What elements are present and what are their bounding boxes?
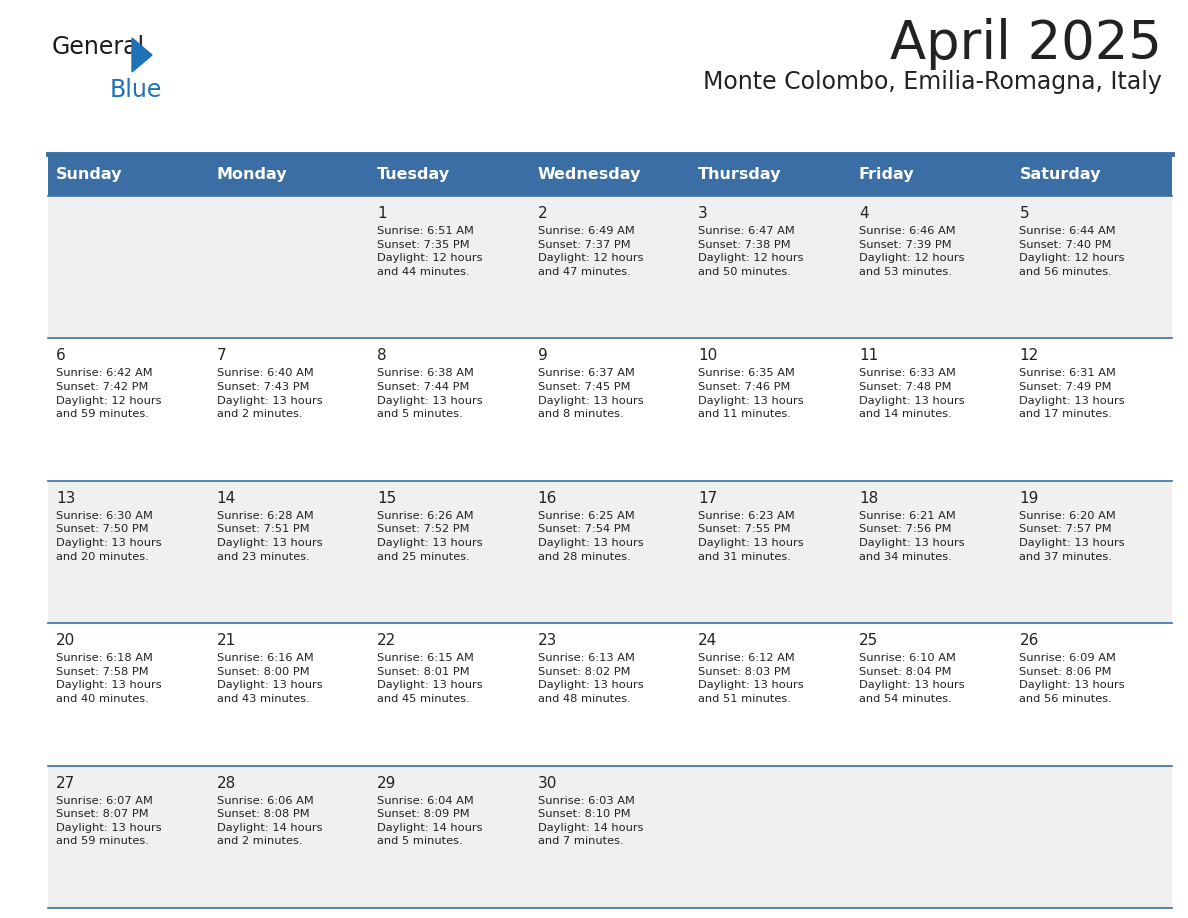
Text: Sunrise: 6:09 AM
Sunset: 8:06 PM
Daylight: 13 hours
and 56 minutes.: Sunrise: 6:09 AM Sunset: 8:06 PM Dayligh… [1019, 654, 1125, 704]
Text: 14: 14 [216, 491, 236, 506]
Text: 20: 20 [56, 633, 75, 648]
Text: Sunrise: 6:30 AM
Sunset: 7:50 PM
Daylight: 13 hours
and 20 minutes.: Sunrise: 6:30 AM Sunset: 7:50 PM Dayligh… [56, 510, 162, 562]
Text: April 2025: April 2025 [890, 18, 1162, 70]
Bar [48, 766, 1173, 908]
Text: Sunrise: 6:10 AM
Sunset: 8:04 PM
Daylight: 13 hours
and 54 minutes.: Sunrise: 6:10 AM Sunset: 8:04 PM Dayligh… [859, 654, 965, 704]
Text: 12: 12 [1019, 349, 1038, 364]
Text: Sunrise: 6:37 AM
Sunset: 7:45 PM
Daylight: 13 hours
and 8 minutes.: Sunrise: 6:37 AM Sunset: 7:45 PM Dayligh… [538, 368, 644, 420]
Text: Sunrise: 6:12 AM
Sunset: 8:03 PM
Daylight: 13 hours
and 51 minutes.: Sunrise: 6:12 AM Sunset: 8:03 PM Dayligh… [699, 654, 804, 704]
Text: 30: 30 [538, 776, 557, 790]
Bar [48, 196, 1173, 339]
Text: 11: 11 [859, 349, 878, 364]
Text: 25: 25 [859, 633, 878, 648]
Bar [48, 154, 1173, 196]
Text: Sunrise: 6:49 AM
Sunset: 7:37 PM
Daylight: 12 hours
and 47 minutes.: Sunrise: 6:49 AM Sunset: 7:37 PM Dayligh… [538, 226, 643, 277]
Text: Sunrise: 6:21 AM
Sunset: 7:56 PM
Daylight: 13 hours
and 34 minutes.: Sunrise: 6:21 AM Sunset: 7:56 PM Dayligh… [859, 510, 965, 562]
Text: Friday: Friday [859, 167, 915, 183]
Text: 26: 26 [1019, 633, 1038, 648]
Text: Sunrise: 6:33 AM
Sunset: 7:48 PM
Daylight: 13 hours
and 14 minutes.: Sunrise: 6:33 AM Sunset: 7:48 PM Dayligh… [859, 368, 965, 420]
Text: 7: 7 [216, 349, 226, 364]
Text: 21: 21 [216, 633, 236, 648]
Text: Monte Colombo, Emilia-Romagna, Italy: Monte Colombo, Emilia-Romagna, Italy [703, 70, 1162, 94]
Text: 16: 16 [538, 491, 557, 506]
Text: Sunrise: 6:44 AM
Sunset: 7:40 PM
Daylight: 12 hours
and 56 minutes.: Sunrise: 6:44 AM Sunset: 7:40 PM Dayligh… [1019, 226, 1125, 277]
Text: Saturday: Saturday [1019, 167, 1101, 183]
Text: Wednesday: Wednesday [538, 167, 642, 183]
Text: Sunrise: 6:31 AM
Sunset: 7:49 PM
Daylight: 13 hours
and 17 minutes.: Sunrise: 6:31 AM Sunset: 7:49 PM Dayligh… [1019, 368, 1125, 420]
Text: Blue: Blue [110, 78, 163, 102]
Text: 19: 19 [1019, 491, 1038, 506]
Text: Sunrise: 6:20 AM
Sunset: 7:57 PM
Daylight: 13 hours
and 37 minutes.: Sunrise: 6:20 AM Sunset: 7:57 PM Dayligh… [1019, 510, 1125, 562]
Text: Sunrise: 6:16 AM
Sunset: 8:00 PM
Daylight: 13 hours
and 43 minutes.: Sunrise: 6:16 AM Sunset: 8:00 PM Dayligh… [216, 654, 322, 704]
Text: Sunrise: 6:13 AM
Sunset: 8:02 PM
Daylight: 13 hours
and 48 minutes.: Sunrise: 6:13 AM Sunset: 8:02 PM Dayligh… [538, 654, 644, 704]
Text: Sunrise: 6:03 AM
Sunset: 8:10 PM
Daylight: 14 hours
and 7 minutes.: Sunrise: 6:03 AM Sunset: 8:10 PM Dayligh… [538, 796, 643, 846]
Text: General: General [52, 35, 145, 59]
Text: 1: 1 [377, 206, 387, 221]
Text: 28: 28 [216, 776, 236, 790]
Text: Sunrise: 6:40 AM
Sunset: 7:43 PM
Daylight: 13 hours
and 2 minutes.: Sunrise: 6:40 AM Sunset: 7:43 PM Dayligh… [216, 368, 322, 420]
Text: 6: 6 [56, 349, 65, 364]
Text: Sunrise: 6:35 AM
Sunset: 7:46 PM
Daylight: 13 hours
and 11 minutes.: Sunrise: 6:35 AM Sunset: 7:46 PM Dayligh… [699, 368, 804, 420]
Text: 29: 29 [377, 776, 397, 790]
Text: 15: 15 [377, 491, 397, 506]
Text: Sunrise: 6:51 AM
Sunset: 7:35 PM
Daylight: 12 hours
and 44 minutes.: Sunrise: 6:51 AM Sunset: 7:35 PM Dayligh… [377, 226, 482, 277]
Text: 18: 18 [859, 491, 878, 506]
Text: Sunrise: 6:47 AM
Sunset: 7:38 PM
Daylight: 12 hours
and 50 minutes.: Sunrise: 6:47 AM Sunset: 7:38 PM Dayligh… [699, 226, 804, 277]
Text: Sunrise: 6:28 AM
Sunset: 7:51 PM
Daylight: 13 hours
and 23 minutes.: Sunrise: 6:28 AM Sunset: 7:51 PM Dayligh… [216, 510, 322, 562]
Bar [48, 481, 1173, 623]
Text: 10: 10 [699, 349, 718, 364]
Text: 24: 24 [699, 633, 718, 648]
Text: Sunrise: 6:06 AM
Sunset: 8:08 PM
Daylight: 14 hours
and 2 minutes.: Sunrise: 6:06 AM Sunset: 8:08 PM Dayligh… [216, 796, 322, 846]
Text: 5: 5 [1019, 206, 1029, 221]
Text: 8: 8 [377, 349, 387, 364]
Text: Sunrise: 6:38 AM
Sunset: 7:44 PM
Daylight: 13 hours
and 5 minutes.: Sunrise: 6:38 AM Sunset: 7:44 PM Dayligh… [377, 368, 482, 420]
Polygon shape [132, 38, 152, 72]
Text: Sunrise: 6:26 AM
Sunset: 7:52 PM
Daylight: 13 hours
and 25 minutes.: Sunrise: 6:26 AM Sunset: 7:52 PM Dayligh… [377, 510, 482, 562]
Text: Tuesday: Tuesday [377, 167, 450, 183]
Text: Monday: Monday [216, 167, 287, 183]
Text: Sunrise: 6:42 AM
Sunset: 7:42 PM
Daylight: 12 hours
and 59 minutes.: Sunrise: 6:42 AM Sunset: 7:42 PM Dayligh… [56, 368, 162, 420]
Text: 22: 22 [377, 633, 397, 648]
Text: Sunday: Sunday [56, 167, 122, 183]
Text: 27: 27 [56, 776, 75, 790]
Text: 2: 2 [538, 206, 548, 221]
Text: 13: 13 [56, 491, 75, 506]
Text: 3: 3 [699, 206, 708, 221]
Text: Sunrise: 6:23 AM
Sunset: 7:55 PM
Daylight: 13 hours
and 31 minutes.: Sunrise: 6:23 AM Sunset: 7:55 PM Dayligh… [699, 510, 804, 562]
Text: 17: 17 [699, 491, 718, 506]
Text: 23: 23 [538, 633, 557, 648]
Text: Sunrise: 6:15 AM
Sunset: 8:01 PM
Daylight: 13 hours
and 45 minutes.: Sunrise: 6:15 AM Sunset: 8:01 PM Dayligh… [377, 654, 482, 704]
Text: Sunrise: 6:18 AM
Sunset: 7:58 PM
Daylight: 13 hours
and 40 minutes.: Sunrise: 6:18 AM Sunset: 7:58 PM Dayligh… [56, 654, 162, 704]
Text: Sunrise: 6:04 AM
Sunset: 8:09 PM
Daylight: 14 hours
and 5 minutes.: Sunrise: 6:04 AM Sunset: 8:09 PM Dayligh… [377, 796, 482, 846]
Text: 4: 4 [859, 206, 868, 221]
Text: 9: 9 [538, 349, 548, 364]
Bar [48, 339, 1173, 481]
Text: Sunrise: 6:25 AM
Sunset: 7:54 PM
Daylight: 13 hours
and 28 minutes.: Sunrise: 6:25 AM Sunset: 7:54 PM Dayligh… [538, 510, 644, 562]
Text: Sunrise: 6:46 AM
Sunset: 7:39 PM
Daylight: 12 hours
and 53 minutes.: Sunrise: 6:46 AM Sunset: 7:39 PM Dayligh… [859, 226, 965, 277]
Bar [48, 623, 1173, 766]
Text: Sunrise: 6:07 AM
Sunset: 8:07 PM
Daylight: 13 hours
and 59 minutes.: Sunrise: 6:07 AM Sunset: 8:07 PM Dayligh… [56, 796, 162, 846]
Text: Thursday: Thursday [699, 167, 782, 183]
